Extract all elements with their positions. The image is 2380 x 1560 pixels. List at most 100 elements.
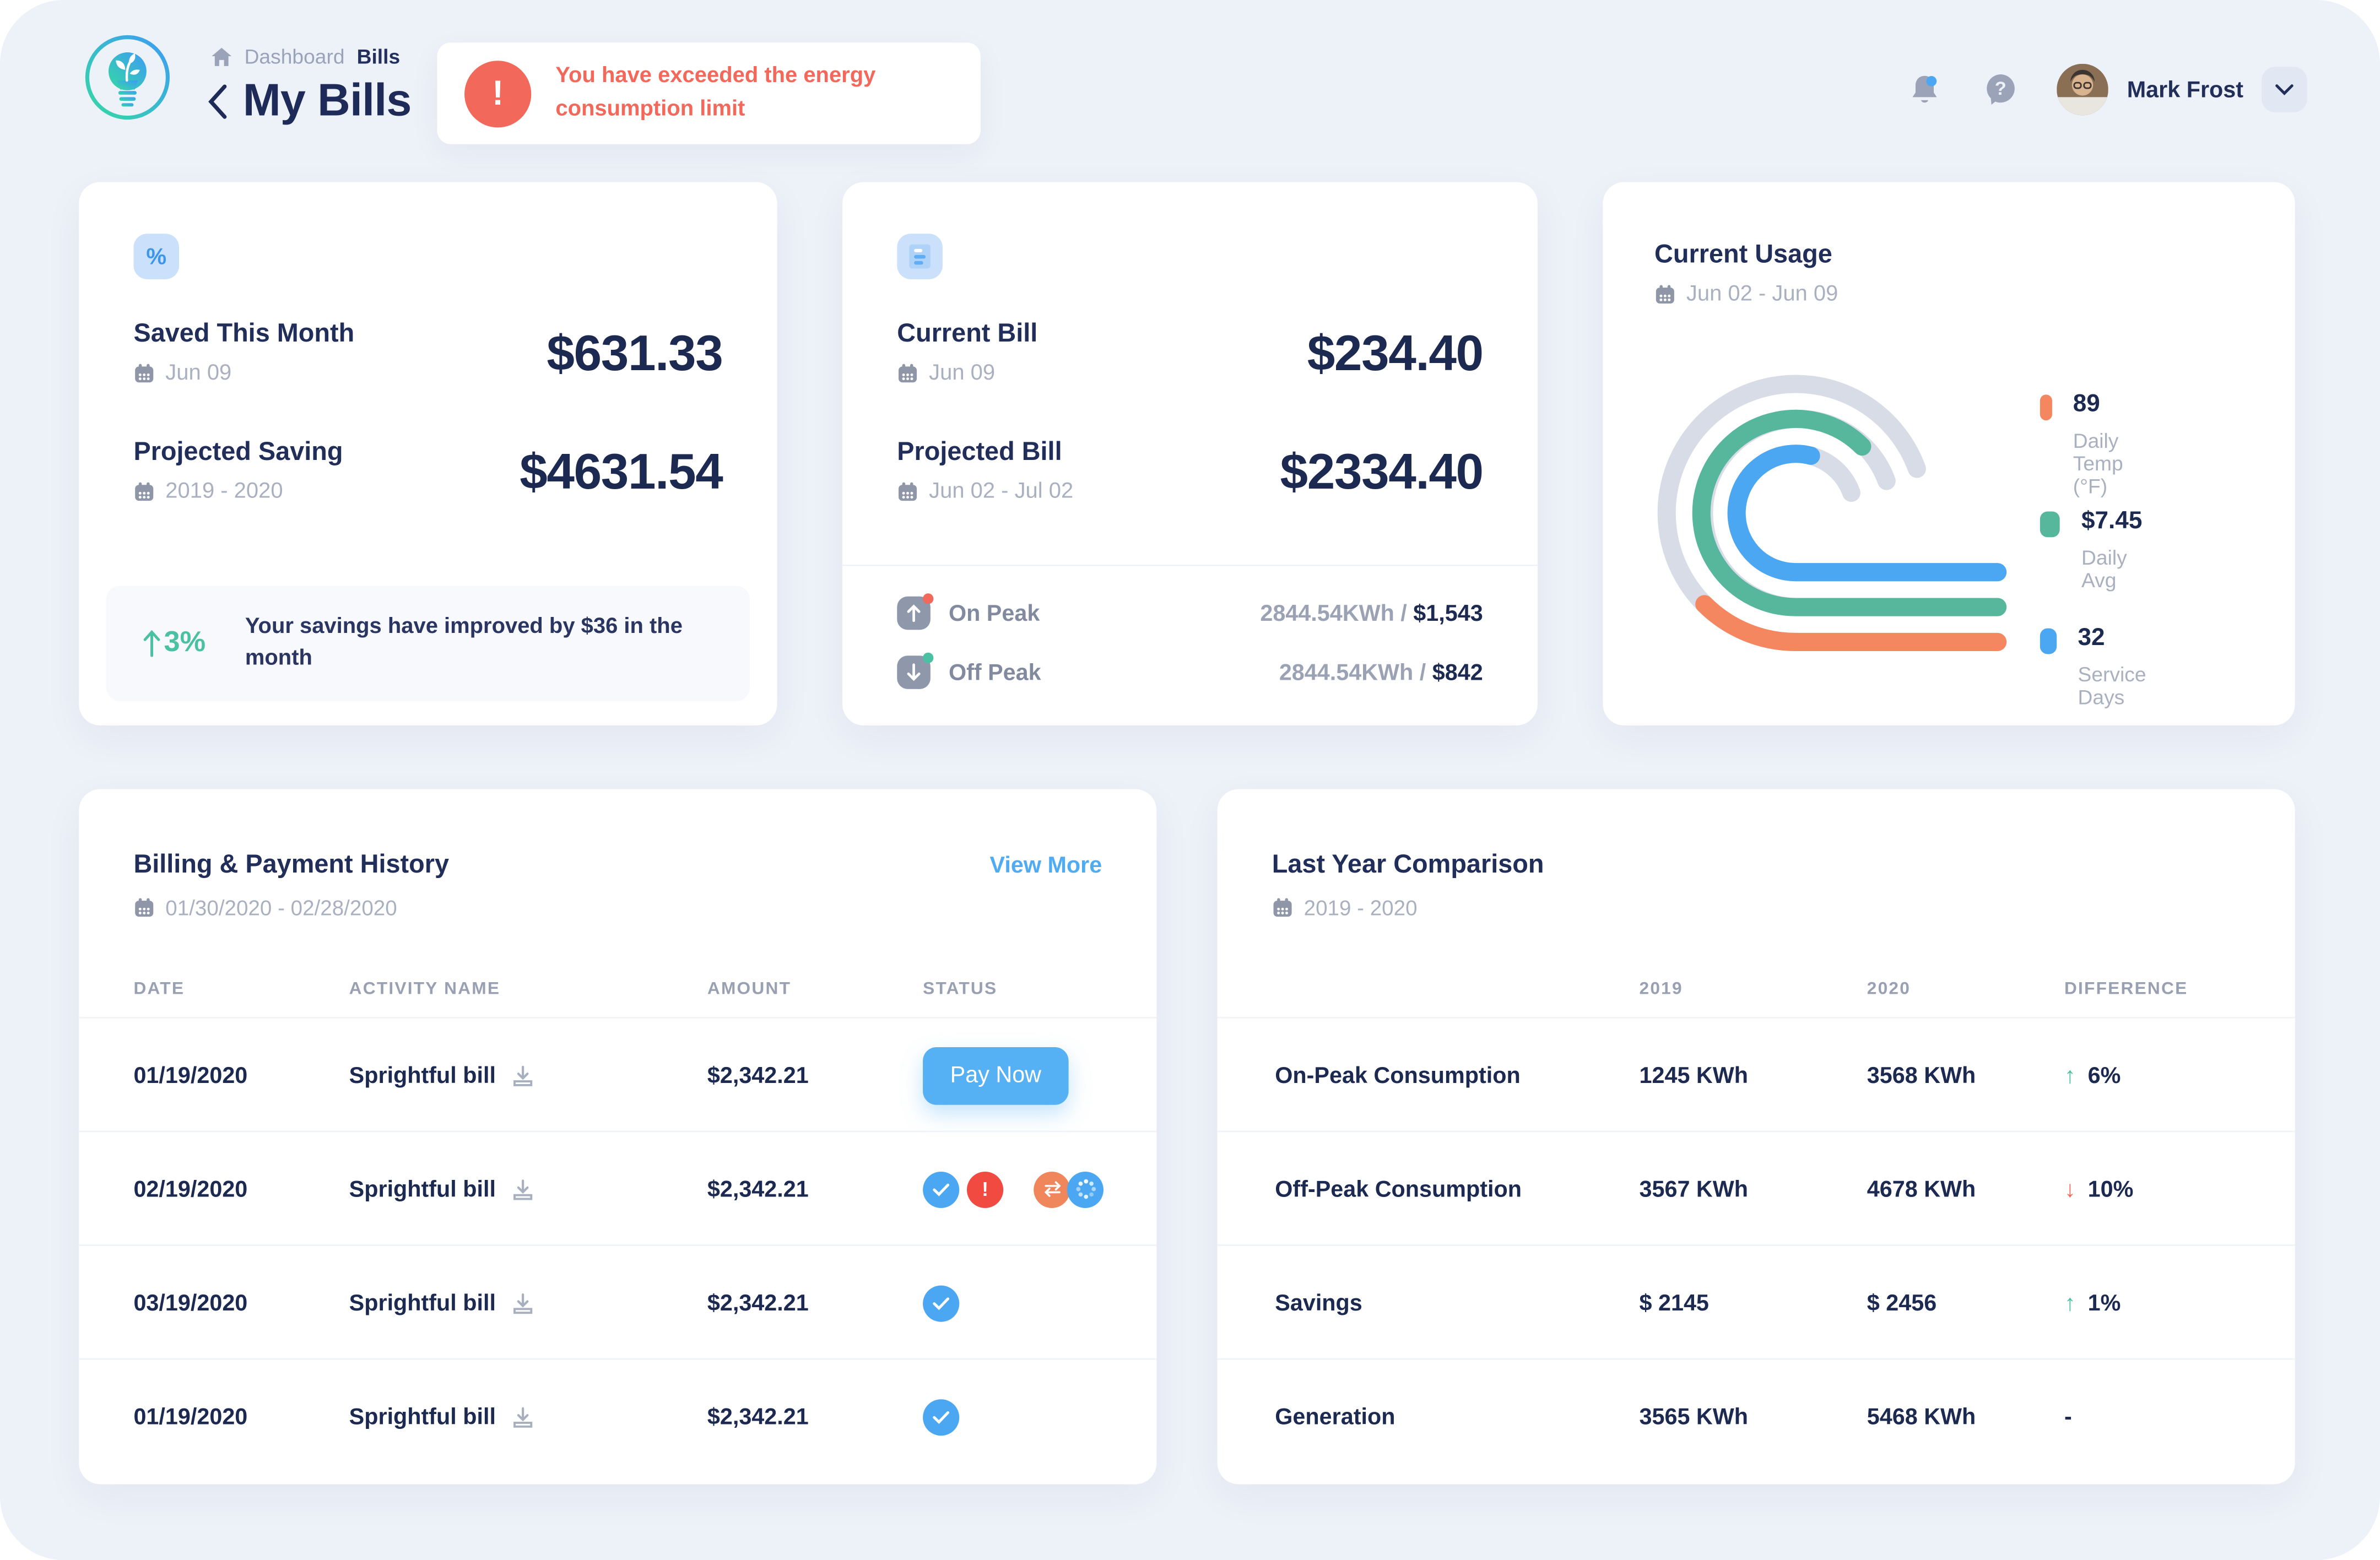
cmp-2019: 3565 KWh	[1639, 1404, 1749, 1430]
usage-title: Current Usage	[1654, 240, 1832, 269]
overdue-alert-icon: !	[966, 1171, 1004, 1207]
saved-this-month-row: Saved This Month Jun 09 $631.33	[133, 319, 723, 386]
comparison-date-range: 2019 - 2020	[1303, 895, 1418, 920]
paid-check-icon	[923, 1285, 960, 1321]
savings-improvement-note: 3% Your savings have improved by $36 in …	[106, 586, 750, 701]
off-peak-row: Off Peak 2844.54KWh / $842	[897, 652, 1483, 690]
cmp-diff: -	[2064, 1404, 2072, 1430]
page-title: My Bills	[242, 75, 412, 126]
metric-date: Jun 09	[165, 361, 232, 386]
back-chevron-icon[interactable]	[207, 84, 228, 120]
savings-note-text: Your savings have improved by $36 in the…	[245, 614, 683, 671]
off-peak-icon	[897, 652, 934, 689]
usage-ring-chart	[1657, 375, 2007, 651]
legend-item-daily-temp: 89 Daily Temp (°F)	[2040, 392, 2137, 498]
col-header-activity: ACTIVITY NAME	[349, 980, 501, 999]
legend-label: Daily Temp (°F)	[2073, 429, 2123, 498]
notifications-button[interactable]	[1906, 70, 1945, 110]
saved-amount: $631.33	[547, 324, 723, 381]
cmp-2020: 3568 KWh	[1867, 1062, 1976, 1088]
projected-bill-row: Projected Bill Jun 02 - Jul 02 $2334.40	[897, 437, 1484, 504]
off-peak-label: Off Peak	[948, 659, 1041, 685]
bill-activity: Sprightful bill	[349, 1062, 496, 1088]
download-icon[interactable]	[511, 1178, 534, 1200]
pay-now-button[interactable]: Pay Now	[923, 1046, 1069, 1104]
user-menu[interactable]: Mark Frost	[2057, 63, 2307, 116]
bill-activity: Sprightful bill	[349, 1176, 496, 1202]
calendar-icon	[1656, 285, 1674, 304]
transfer-icon	[1034, 1171, 1070, 1207]
bill-amount: $2,342.21	[707, 1404, 809, 1430]
on-peak-amount: $1,543	[1413, 600, 1483, 626]
home-icon[interactable]	[211, 47, 232, 67]
col-header-difference: DIFFERENCE	[2064, 980, 2188, 999]
user-dropdown-button[interactable]	[2262, 67, 2307, 112]
metric-label: Projected Bill	[897, 437, 1062, 466]
billing-row: 01/19/2020 Sprightful bill $2,342.21 Pay…	[79, 1016, 1157, 1132]
col-header-status: STATUS	[923, 980, 998, 999]
legend-label: Daily Avg	[2081, 546, 2127, 592]
breadcrumb-dashboard[interactable]: Dashboard	[244, 45, 345, 68]
receipt-icon	[897, 234, 943, 279]
bill-date: 01/19/2020	[133, 1062, 248, 1088]
calendar-icon	[135, 898, 154, 917]
bill-date: 03/19/2020	[133, 1290, 248, 1316]
sprightful-logo-icon[interactable]	[84, 34, 172, 122]
help-button[interactable]: ?	[1981, 70, 2021, 110]
projected-bill-amount: $2334.40	[1280, 443, 1484, 500]
percent-icon: %	[133, 234, 180, 279]
download-icon[interactable]	[511, 1405, 534, 1428]
savings-card: % Saved This Month Jun 09 $631.33 Projec…	[79, 182, 777, 725]
cmp-label: Savings	[1275, 1290, 1362, 1316]
cmp-diff: 6%	[2087, 1062, 2121, 1088]
cmp-2019: $ 2145	[1639, 1290, 1709, 1316]
on-peak-usage: 2844.54KWh /	[1260, 600, 1407, 626]
comparison-title: Last Year Comparison	[1272, 849, 1544, 879]
download-icon[interactable]	[511, 1292, 534, 1314]
legend-value: 32	[2078, 625, 2105, 651]
header-actions: ? Mark Frost	[1906, 63, 2307, 116]
chevron-down-icon	[2275, 84, 2294, 95]
metric-label: Projected Saving	[133, 437, 343, 466]
legend-item-service-days: 32 Service Days	[2040, 625, 2155, 709]
calendar-icon	[899, 482, 917, 501]
processing-spinner-icon	[1067, 1171, 1104, 1207]
cmp-2020: 4678 KWh	[1867, 1176, 1976, 1202]
divider	[842, 564, 1538, 566]
projected-saving-row: Projected Saving 2019 - 2020 $4631.54	[133, 437, 723, 503]
comparison-row: Off-Peak Consumption 3567 KWh 4678 KWh ↓…	[1217, 1130, 2295, 1246]
bell-icon	[1913, 75, 1938, 102]
comparison-row: Generation 3565 KWh 5468 KWh -	[1217, 1358, 2295, 1474]
calendar-icon	[1273, 898, 1292, 917]
view-more-link[interactable]: View More	[989, 853, 1102, 879]
savings-percent-change: 3%	[143, 627, 205, 660]
cmp-2019: 1245 KWh	[1639, 1062, 1749, 1088]
legend-value: 89	[2073, 391, 2100, 418]
legend-item-daily-avg: $7.45 Daily Avg	[2040, 508, 2148, 592]
current-usage-card: Current Usage Jun 02 - Jun 09	[1603, 182, 2295, 725]
download-icon[interactable]	[511, 1064, 534, 1086]
alert-exclamation-icon: !	[464, 59, 532, 127]
bill-activity: Sprightful bill	[349, 1404, 496, 1430]
help-icon: ?	[1987, 74, 2015, 105]
calendar-icon	[899, 364, 917, 383]
user-name: Mark Frost	[2127, 77, 2244, 102]
comparison-row: On-Peak Consumption 1245 KWh 3568 KWh ↑ …	[1217, 1016, 2295, 1132]
col-header-amount: AMOUNT	[707, 980, 792, 999]
comparison-row: Savings $ 2145 $ 2456 ↑ 1%	[1217, 1244, 2295, 1359]
bill-activity: Sprightful bill	[349, 1290, 496, 1316]
cmp-2019: 3567 KWh	[1639, 1176, 1749, 1202]
up-arrow-icon: ↑	[2064, 1062, 2076, 1088]
col-header-2019: 2019	[1639, 980, 1683, 999]
down-arrow-icon: ↓	[2064, 1176, 2076, 1202]
paid-check-icon	[923, 1171, 960, 1207]
billing-title: Billing & Payment History	[133, 849, 450, 879]
alert-banner: ! You have exceeded the energy consumpti…	[437, 42, 981, 144]
metric-date: Jun 02 - Jul 02	[929, 479, 1074, 504]
projected-saving-amount: $4631.54	[520, 443, 723, 500]
up-arrow-icon: ↑	[2064, 1290, 2076, 1316]
legend-swatch-orange	[2040, 394, 2052, 421]
paid-check-icon	[923, 1398, 960, 1435]
cmp-diff: 1%	[2087, 1290, 2121, 1316]
